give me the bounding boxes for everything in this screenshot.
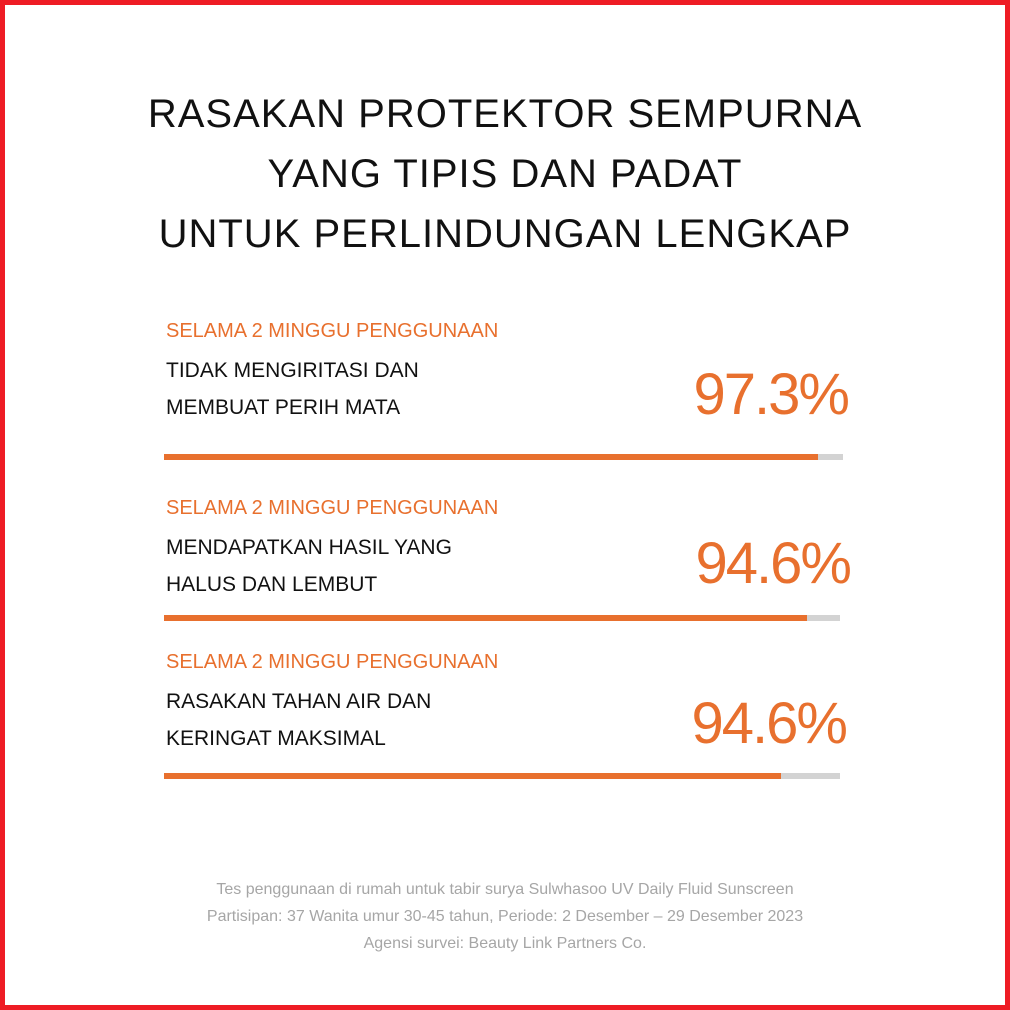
progress-bar-fill (164, 773, 781, 779)
stat-period: SELAMA 2 MINGGU PENGGUNAAN (166, 320, 499, 342)
stat-description-line-1: MENDAPATKAN HASIL YANG (166, 536, 452, 559)
footnote: Tes penggunaan di rumah untuk tabir sury… (0, 876, 1010, 957)
stat-description: TIDAK MENGIRITASI DAN MEMBUAT PERIH MATA (166, 352, 419, 426)
progress-bar-fill (164, 454, 818, 460)
headline: RASAKAN PROTEKTOR SEMPURNA YANG TIPIS DA… (0, 84, 1010, 264)
stat-description: RASAKAN TAHAN AIR DAN KERINGAT MAKSIMAL (166, 683, 431, 757)
stat-description-line-1: RASAKAN TAHAN AIR DAN (166, 690, 432, 713)
stat-description-line-2: MEMBUAT PERIH MATA (166, 396, 401, 419)
stat-period: SELAMA 2 MINGGU PENGGUNAAN (166, 497, 499, 519)
progress-bar-fill (164, 615, 807, 621)
stat-percentage: 94.6% (695, 531, 852, 596)
stat-description-line-1: TIDAK MENGIRITASI DAN (166, 359, 419, 382)
stat-description-line-2: HALUS DAN LEMBUT (166, 573, 378, 596)
stat-percentage: 94.6% (691, 691, 848, 756)
footnote-line-2: Partisipan: 37 Wanita umur 30-45 tahun, … (206, 908, 804, 925)
headline-line-3: UNTUK PERLINDUNGAN LENGKAP (158, 212, 852, 256)
progress-bar-track (164, 615, 840, 621)
footnote-line-3: Agensi survei: Beauty Link Partners Co. (363, 935, 647, 952)
headline-line-2: YANG TIPIS DAN PADAT (267, 152, 743, 196)
footnote-line-1: Tes penggunaan di rumah untuk tabir sury… (216, 881, 794, 898)
stat-percentage: 97.3% (693, 362, 850, 427)
headline-line-1: RASAKAN PROTEKTOR SEMPURNA (147, 92, 863, 136)
stat-description: MENDAPATKAN HASIL YANG HALUS DAN LEMBUT (166, 529, 452, 603)
stat-description-line-2: KERINGAT MAKSIMAL (166, 727, 386, 750)
progress-bar-track (164, 454, 843, 460)
stat-period: SELAMA 2 MINGGU PENGGUNAAN (166, 651, 499, 673)
progress-bar-track (164, 773, 840, 779)
